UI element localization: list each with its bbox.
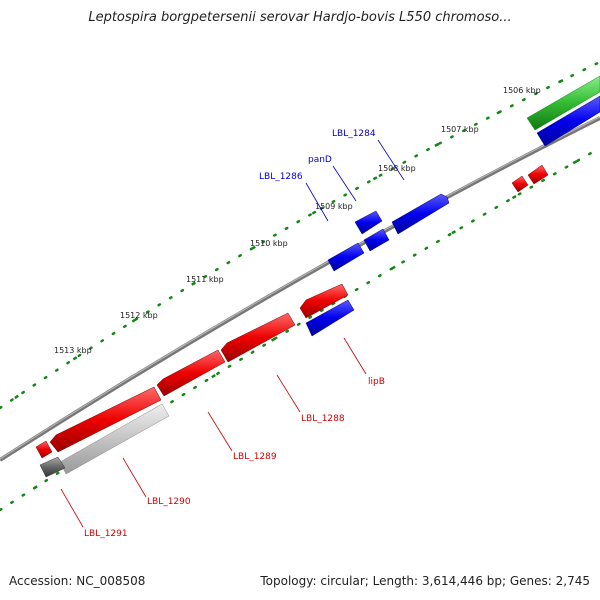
tick-label-1507: 1507 kbp xyxy=(441,125,479,134)
outer-tick-ring xyxy=(0,60,600,410)
tick-label-1506: 1506 kbp xyxy=(503,86,541,95)
gene-LBL_1289[interactable] xyxy=(156,349,226,397)
label-LBL_1290: LBL_1290 xyxy=(147,497,191,507)
label-LBL_1286: LBL_1286 xyxy=(259,172,303,182)
inner-tick-ring xyxy=(0,146,600,512)
accession-text: Accession: NC_008508 xyxy=(9,574,146,588)
gene-dark-grey-small[interactable] xyxy=(39,456,66,478)
green-feature-1506[interactable] xyxy=(526,75,600,131)
gene-LBL_1290[interactable] xyxy=(59,403,170,475)
leader-LBL_1290 xyxy=(122,457,147,498)
tick-label-1509: 1509 kbp xyxy=(315,202,353,211)
gene-LBL_1291[interactable] xyxy=(49,386,162,453)
summary-text: Topology: circular; Length: 3,614,446 bp… xyxy=(260,574,590,588)
leader-LBL_1284 xyxy=(377,139,405,181)
gene-blue-small[interactable] xyxy=(363,228,390,252)
gene-red-top-right-a[interactable] xyxy=(511,175,529,193)
label-LBL_1284: LBL_1284 xyxy=(332,129,376,139)
gene-red-small-left[interactable] xyxy=(35,440,53,459)
gene-LBL_1284[interactable] xyxy=(391,193,450,235)
label-panD: panD xyxy=(308,155,332,165)
leader-LBL_1288 xyxy=(276,374,301,413)
gene-panD[interactable] xyxy=(354,210,383,235)
backbone-highlight xyxy=(0,116,600,460)
backbone xyxy=(0,116,600,462)
leader-panD xyxy=(332,165,357,202)
inner-major-ticks xyxy=(0,146,600,512)
leader-lipB xyxy=(343,337,367,375)
gene-red-top-right-b[interactable] xyxy=(527,164,549,185)
label-LBL_1288: LBL_1288 xyxy=(301,414,345,424)
leader-LBL_1286 xyxy=(305,182,329,222)
gene-lipB[interactable] xyxy=(305,299,355,337)
label-LBL_1291: LBL_1291 xyxy=(84,529,128,539)
map-title: Leptospira borgpetersenii serovar Hardjo… xyxy=(88,10,512,25)
tick-label-1512: 1512 kbp xyxy=(120,311,158,320)
gene-LBL_1286[interactable] xyxy=(327,242,365,272)
label-LBL_1289: LBL_1289 xyxy=(233,452,277,462)
leader-LBL_1289 xyxy=(207,411,233,452)
leader-LBL_1291 xyxy=(60,488,84,528)
tick-label-1513: 1513 kbp xyxy=(54,346,92,355)
tick-label-1510: 1510 kbp xyxy=(250,239,288,248)
label-lipB: lipB xyxy=(368,377,385,387)
gene-LBL_1288[interactable] xyxy=(220,312,296,363)
gene-red-near-lipB[interactable] xyxy=(299,283,349,319)
outer-major-ticks xyxy=(0,60,600,410)
gene-blue-top-right[interactable] xyxy=(536,95,600,147)
tick-label-1511: 1511 kbp xyxy=(186,275,224,284)
